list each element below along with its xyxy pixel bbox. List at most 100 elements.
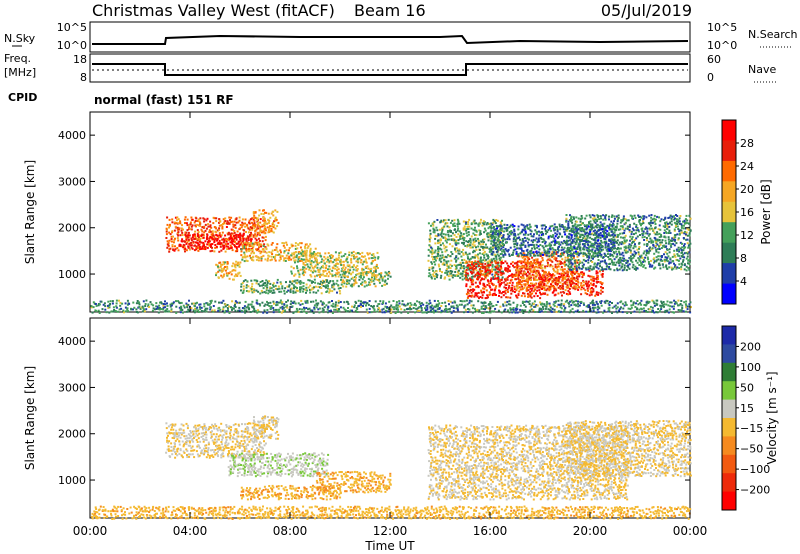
- data-cell: [361, 281, 364, 284]
- data-cell: [328, 288, 331, 291]
- data-cell: [633, 250, 636, 253]
- data-cell: [249, 226, 252, 229]
- data-cell: [432, 273, 435, 276]
- data-cell: [603, 268, 606, 271]
- data-cell: [651, 264, 654, 267]
- data-cell: [559, 306, 562, 309]
- data-cell: [622, 254, 625, 257]
- data-cell: [380, 275, 383, 278]
- data-cell: [320, 260, 323, 263]
- data-cell: [286, 285, 289, 288]
- data-cell: [432, 266, 435, 269]
- data-cell: [513, 273, 516, 276]
- data-cell: [231, 265, 234, 268]
- data-cell: [564, 300, 567, 303]
- data-cell: [165, 228, 168, 231]
- data-cell: [560, 266, 563, 268]
- data-cell: [447, 265, 450, 268]
- data-cell: [302, 271, 305, 274]
- data-cell: [472, 279, 475, 282]
- data-cell: [500, 281, 503, 284]
- data-cell: [465, 252, 467, 255]
- data-cell: [569, 270, 572, 273]
- data-cell: [516, 283, 519, 286]
- data-cell: [539, 301, 542, 304]
- data-cell: [222, 299, 225, 302]
- data-cell: [512, 301, 515, 304]
- data-cell: [371, 306, 374, 308]
- data-cell: [528, 286, 531, 289]
- data-cell: [533, 253, 535, 256]
- data-cell: [372, 305, 375, 308]
- data-cell: [332, 305, 335, 308]
- data-cell: [541, 277, 544, 280]
- data-cell: [262, 254, 265, 257]
- data-cell: [332, 280, 335, 283]
- data-cell: [628, 230, 631, 233]
- data-cell: [256, 255, 258, 258]
- data-cell: [562, 287, 565, 290]
- data-cell: [324, 252, 327, 255]
- data-cell: [461, 259, 464, 262]
- data-cell: [100, 300, 103, 303]
- data-cell: [479, 232, 482, 234]
- data-cell: [283, 257, 286, 260]
- data-cell: [549, 259, 552, 262]
- data-cell: [315, 306, 318, 309]
- data-cell: [491, 273, 494, 276]
- data-cell: [506, 270, 509, 273]
- data-cell: [301, 308, 304, 311]
- data-cell: [660, 306, 663, 309]
- data-cell: [428, 238, 431, 241]
- data-cell: [427, 254, 430, 257]
- data-cell: [263, 304, 266, 307]
- data-cell: [323, 274, 326, 277]
- data-cell: [483, 265, 486, 268]
- data-cell: [569, 245, 572, 248]
- data-cell: [194, 241, 197, 244]
- data-cell: [670, 301, 673, 304]
- data-cell: [470, 295, 473, 297]
- data-cell: [574, 262, 577, 265]
- data-cell: [577, 259, 580, 262]
- data-cell: [548, 280, 550, 283]
- data-cell: [332, 302, 335, 305]
- data-cell: [505, 296, 508, 299]
- data-cell: [481, 265, 484, 268]
- data-cell: [487, 232, 490, 235]
- data-cell: [506, 300, 509, 303]
- data-cell: [305, 312, 308, 314]
- data-cell: [158, 308, 161, 311]
- data-cell: [465, 268, 468, 271]
- data-cell: [279, 256, 282, 259]
- data-cell: [488, 269, 491, 272]
- data-cell: [541, 269, 544, 272]
- data-cell: [327, 252, 330, 255]
- data-cell: [195, 225, 197, 228]
- data-cell: [250, 233, 253, 236]
- data-cell: [568, 291, 571, 294]
- data-cell: [365, 304, 367, 307]
- data-cell: [652, 240, 655, 243]
- data-cell: [644, 267, 647, 270]
- data-cell: [453, 257, 456, 260]
- data-cell: [296, 289, 299, 292]
- data-cell: [486, 222, 489, 224]
- data-cell: [561, 282, 564, 285]
- data-cell: [252, 259, 255, 262]
- data-cell: [593, 214, 596, 217]
- data-cell: [354, 309, 357, 312]
- data-cell: [267, 257, 269, 260]
- data-cell: [201, 245, 204, 248]
- data-cell: [592, 290, 595, 293]
- data-cell: [443, 308, 446, 311]
- data-cell: [107, 304, 109, 307]
- data-cell: [234, 309, 237, 312]
- data-cell: [653, 217, 656, 220]
- data-cell: [531, 264, 534, 267]
- data-cell: [564, 282, 567, 285]
- data-cell: [462, 248, 465, 251]
- data-cell: [440, 311, 443, 314]
- data-cell: [451, 219, 454, 222]
- data-cell: [174, 216, 177, 219]
